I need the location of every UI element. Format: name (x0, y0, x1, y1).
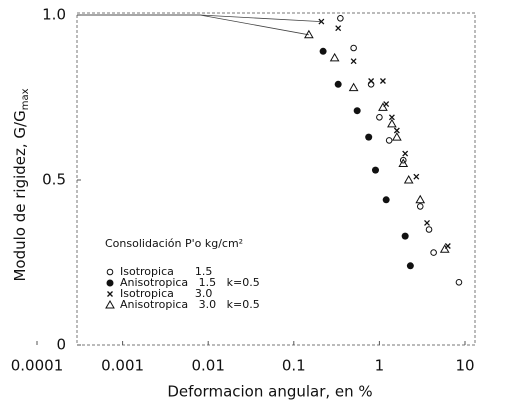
x-tick-label: 10 (455, 357, 474, 375)
point (376, 114, 383, 121)
point (337, 14, 344, 22)
point (382, 196, 390, 204)
point (371, 166, 379, 174)
point (392, 132, 402, 141)
point (430, 249, 437, 256)
point (439, 244, 450, 253)
y-tick-label: 1.0 (42, 6, 66, 24)
point (413, 173, 420, 180)
point (334, 80, 342, 88)
point (398, 158, 409, 167)
point (329, 52, 340, 62)
x-tick-label: 0.0001 (11, 357, 64, 375)
point (365, 133, 373, 141)
point (424, 219, 430, 226)
point (378, 102, 388, 111)
x-tick-label: 1 (375, 357, 385, 375)
x-axis-label: Deformacion angular, en % (167, 383, 372, 401)
point (353, 107, 361, 115)
legend-title: Consolidación P'o kg/cm² (105, 237, 243, 250)
legend-label: Anisotropica 1.5 k=0.5 (120, 276, 260, 289)
point (399, 156, 407, 164)
point (350, 58, 357, 65)
point (379, 78, 386, 84)
y-tick-label: 0.5 (42, 171, 66, 189)
point (350, 44, 357, 52)
point (318, 18, 325, 25)
y-axis-label-main: Modulo de rigidez, G/G (11, 110, 29, 281)
point (387, 118, 397, 128)
point (406, 262, 414, 270)
point (415, 194, 426, 204)
legend-label: Isotropica 1.5 (120, 265, 212, 278)
point (425, 226, 433, 233)
point (348, 82, 359, 92)
legend-label: Anisotropica 3.0 k=0.5 (120, 298, 260, 311)
legend-marker (107, 291, 113, 297)
y-axis-label-group: Modulo de rigidez, G/Gmax (11, 88, 32, 281)
y-axis-label: Modulo de rigidez, G/Gmax (11, 88, 32, 281)
point (455, 279, 463, 286)
point (388, 114, 395, 121)
connector-line (77, 14, 322, 22)
legend-label: Isotropica 3.0 (120, 287, 212, 300)
y-axis-label-sub: max (20, 88, 31, 110)
legend-marker (106, 268, 114, 276)
legend-marker (106, 279, 114, 287)
point (393, 127, 400, 134)
point (403, 174, 414, 184)
point (385, 137, 393, 144)
point (416, 203, 424, 210)
point (368, 78, 375, 84)
y-tick-label: 0 (56, 336, 66, 354)
x-tick-label: 0.1 (282, 357, 306, 375)
connector-line (77, 14, 309, 36)
point (401, 232, 409, 240)
x-tick-label: 0.01 (191, 357, 224, 375)
point (319, 47, 327, 55)
point (402, 150, 409, 157)
point (304, 29, 314, 39)
point (335, 25, 342, 32)
x-tick-label: 0.001 (101, 357, 144, 375)
legend-marker (105, 299, 115, 309)
